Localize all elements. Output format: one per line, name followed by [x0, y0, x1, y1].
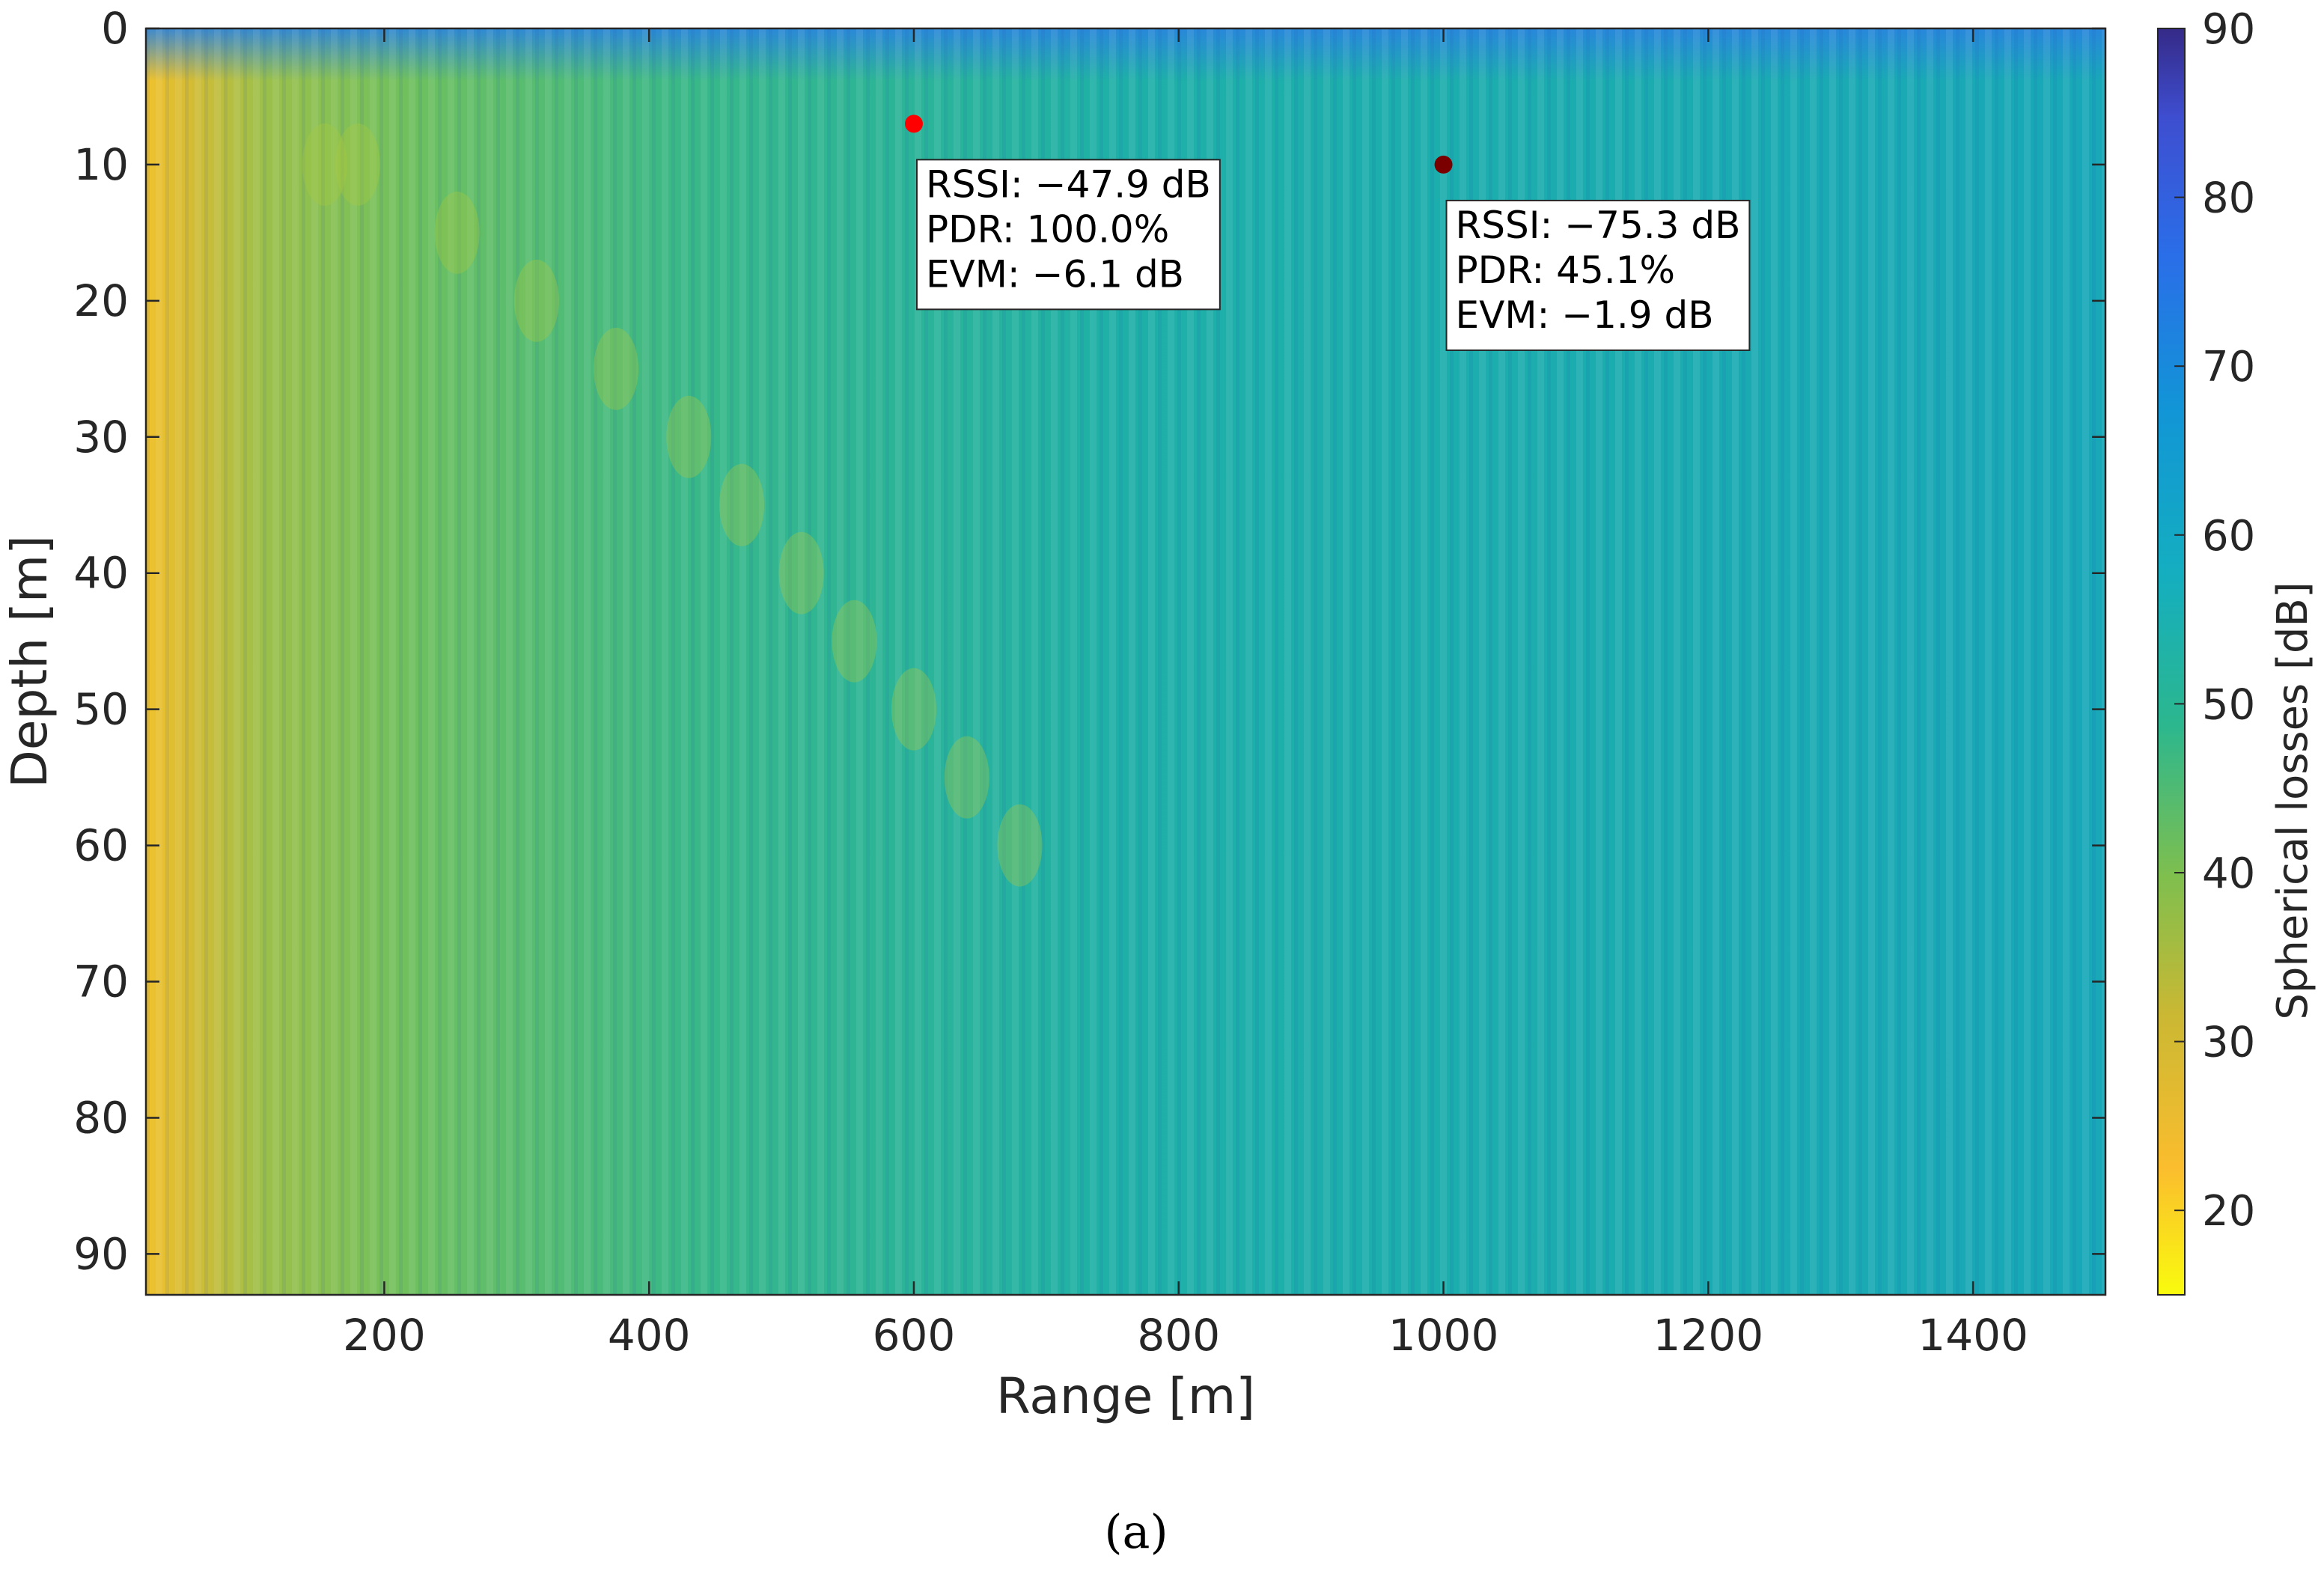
colorbar-tick-label: 30 — [2202, 1019, 2255, 1067]
annotation-line: EVM: −1.9 dB — [1456, 293, 1714, 337]
x-tick-label: 200 — [343, 1310, 426, 1361]
colorbar-tick-label: 70 — [2202, 343, 2255, 391]
annotation-box-point-600 — [915, 159, 1221, 311]
y-tick-label: 10 — [73, 139, 129, 190]
field-highlight — [832, 600, 877, 683]
y-tick-label: 80 — [73, 1092, 129, 1143]
y-axis-label: Depth [m] — [1, 535, 58, 788]
x-axis: 200 400 600 800 1000 1200 1400 — [343, 28, 2028, 1361]
colorbar-ticks: 20 30 40 50 60 70 80 90 — [2174, 5, 2255, 1236]
colorbar-tick-label: 20 — [2202, 1187, 2255, 1236]
field-highlight — [302, 123, 347, 206]
colorbar-tick-label: 80 — [2202, 174, 2255, 223]
field-highlight — [593, 327, 638, 410]
x-tick-label: 1000 — [1388, 1310, 1499, 1361]
colorbar-label: Spherical losses [dB] — [2269, 582, 2317, 1019]
colorbar: 20 30 40 50 60 70 80 90 Spherical losses [dB] — [2157, 5, 2317, 1296]
marker-point-1000 — [1434, 155, 1453, 174]
field-highlight — [513, 259, 559, 342]
colorbar-tick-label: 40 — [2202, 849, 2255, 898]
x-axis-label: Range [m] — [996, 1367, 1255, 1425]
x-tick-label: 400 — [608, 1310, 691, 1361]
annotation-line: PDR: 100.0% — [926, 207, 1169, 251]
annotation-line: RSSI: −75.3 dB — [1456, 204, 1741, 247]
annotation-line: RSSI: −47.9 dB — [926, 162, 1211, 206]
y-tick-label: 40 — [73, 548, 129, 599]
y-tick-label: 70 — [73, 957, 129, 1007]
field-highlight — [666, 395, 712, 478]
y-tick-label: 30 — [73, 412, 129, 463]
y-tick-label: 20 — [73, 275, 129, 326]
y-tick-label: 60 — [73, 820, 129, 871]
plot-frame — [144, 27, 2107, 1296]
x-tick-label: 1400 — [1918, 1310, 2028, 1361]
x-tick-label: 600 — [873, 1310, 956, 1361]
y-axis: 0 10 20 30 40 50 60 70 80 90 — [73, 3, 2105, 1279]
colorbar-ramp — [2157, 28, 2186, 1296]
colorbar-tick-label: 90 — [2202, 5, 2255, 54]
colorbar-tick-label: 50 — [2202, 680, 2255, 729]
x-tick-label: 800 — [1137, 1310, 1220, 1361]
colorbar-tick-label: 60 — [2202, 512, 2255, 561]
field-highlight — [335, 123, 381, 206]
marker-point-600 — [904, 115, 923, 133]
annotation-line: PDR: 45.1% — [1456, 248, 1675, 292]
field-highlight — [434, 191, 480, 274]
y-tick-label: 0 — [101, 3, 129, 54]
y-tick-label: 50 — [73, 684, 129, 735]
x-tick-label: 1200 — [1653, 1310, 1764, 1361]
field-highlights — [302, 123, 1043, 887]
figure-caption: (a) — [1104, 1504, 1168, 1559]
field-highlight — [997, 804, 1043, 887]
field-highlight — [891, 668, 936, 751]
y-tick-label: 90 — [73, 1228, 129, 1279]
field-highlight — [944, 736, 989, 819]
field-highlight — [719, 463, 765, 546]
field-highlight — [778, 531, 824, 614]
annotation-box-point-1000 — [1445, 199, 1751, 351]
annotation-line: EVM: −6.1 dB — [926, 252, 1184, 296]
